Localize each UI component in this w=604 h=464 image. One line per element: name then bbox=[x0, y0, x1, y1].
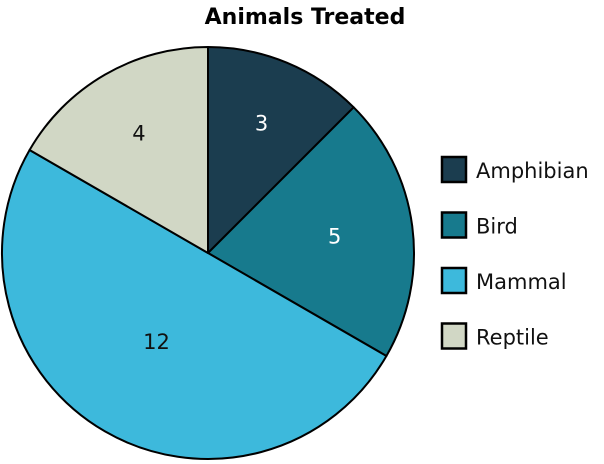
pie-slice-reptile bbox=[28, 46, 209, 254]
data-label-amphibian: 3 bbox=[255, 112, 268, 136]
data-label-bird: 5 bbox=[328, 224, 341, 248]
pie-slice-mammal bbox=[1, 149, 388, 460]
data-label-mammal: 12 bbox=[143, 330, 170, 354]
legend-label-mammal: Mammal bbox=[476, 270, 567, 294]
legend-swatch-bird bbox=[440, 211, 468, 239]
legend-swatch-reptile bbox=[440, 322, 468, 350]
pie-slice-bird bbox=[207, 106, 415, 357]
legend-label-reptile: Reptile bbox=[476, 326, 549, 350]
legend-swatch-amphibian bbox=[440, 155, 468, 184]
data-label-reptile: 4 bbox=[132, 121, 145, 145]
pie-slice-amphibian bbox=[207, 46, 355, 254]
legend-swatch-mammal bbox=[440, 266, 468, 295]
chart-title: Animals Treated bbox=[205, 5, 406, 30]
legend-label-bird: Bird bbox=[476, 215, 518, 239]
legend-label-amphibian: Amphibian bbox=[476, 159, 589, 183]
